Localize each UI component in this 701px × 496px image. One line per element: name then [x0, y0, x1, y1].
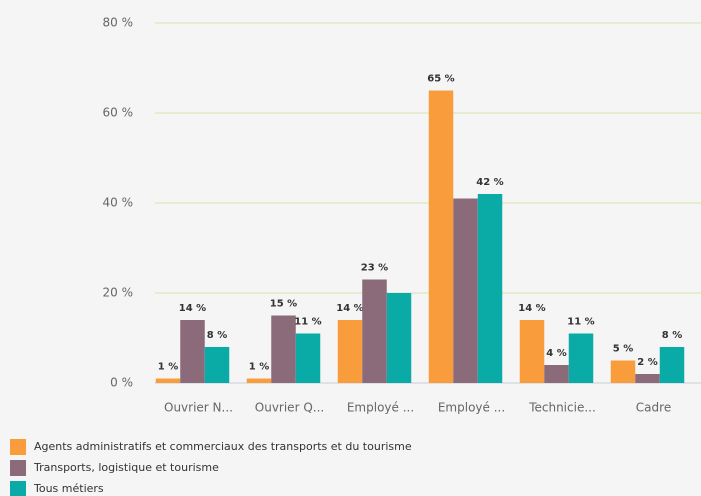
x-tick-label: Employé ... [347, 401, 414, 415]
value-label: 1 % [158, 362, 178, 373]
value-label: 8 % [207, 330, 227, 341]
x-tick-label: Cadre [636, 401, 671, 415]
legend-label: Transports, logistique et tourisme [33, 461, 219, 474]
value-label: 14 % [518, 303, 545, 314]
bar [428, 90, 454, 383]
bar [180, 320, 205, 383]
value-label: 14 % [179, 303, 206, 314]
bar [386, 293, 412, 383]
value-label: 15 % [270, 299, 297, 310]
bar [659, 347, 685, 383]
value-label: 4 % [546, 348, 566, 359]
legend-swatch [10, 439, 26, 455]
legend-label: Agents administratifs et commerciaux des… [34, 440, 412, 453]
x-tick-label: Ouvrier N... [164, 401, 233, 415]
bar [610, 360, 636, 383]
value-label: 42 % [476, 177, 503, 188]
legend-swatch [10, 481, 26, 496]
value-label: 1 % [249, 362, 269, 373]
value-label: 2 % [637, 357, 657, 368]
y-tick-label: 40 % [103, 196, 134, 210]
bar [204, 347, 230, 383]
bar [635, 374, 660, 383]
x-tick-label: Ouvrier Q... [255, 401, 324, 415]
bar [246, 378, 272, 383]
value-label: 65 % [427, 74, 454, 85]
bar [453, 198, 478, 383]
value-label: 23 % [361, 263, 388, 274]
y-tick-label: 20 % [103, 286, 134, 300]
bar [155, 378, 181, 383]
y-tick-label: 60 % [103, 106, 134, 120]
bar [477, 194, 503, 383]
legend-swatch [10, 460, 26, 476]
bar [519, 320, 545, 383]
value-label: 8 % [662, 330, 682, 341]
bar [295, 333, 321, 383]
x-tick-label: Technicie... [528, 401, 596, 415]
bar [271, 315, 296, 383]
y-tick-label: 0 % [110, 376, 133, 390]
bar [544, 365, 569, 383]
bar [568, 333, 594, 383]
bar [337, 320, 363, 383]
value-label: 14 % [336, 303, 363, 314]
value-label: 11 % [294, 317, 321, 328]
legend-label: Tous métiers [33, 482, 104, 495]
x-tick-label: Employé ... [438, 401, 505, 415]
bar [362, 279, 387, 383]
value-label: 5 % [613, 344, 633, 355]
y-tick-label: 80 % [103, 16, 134, 30]
value-label: 11 % [567, 317, 594, 328]
